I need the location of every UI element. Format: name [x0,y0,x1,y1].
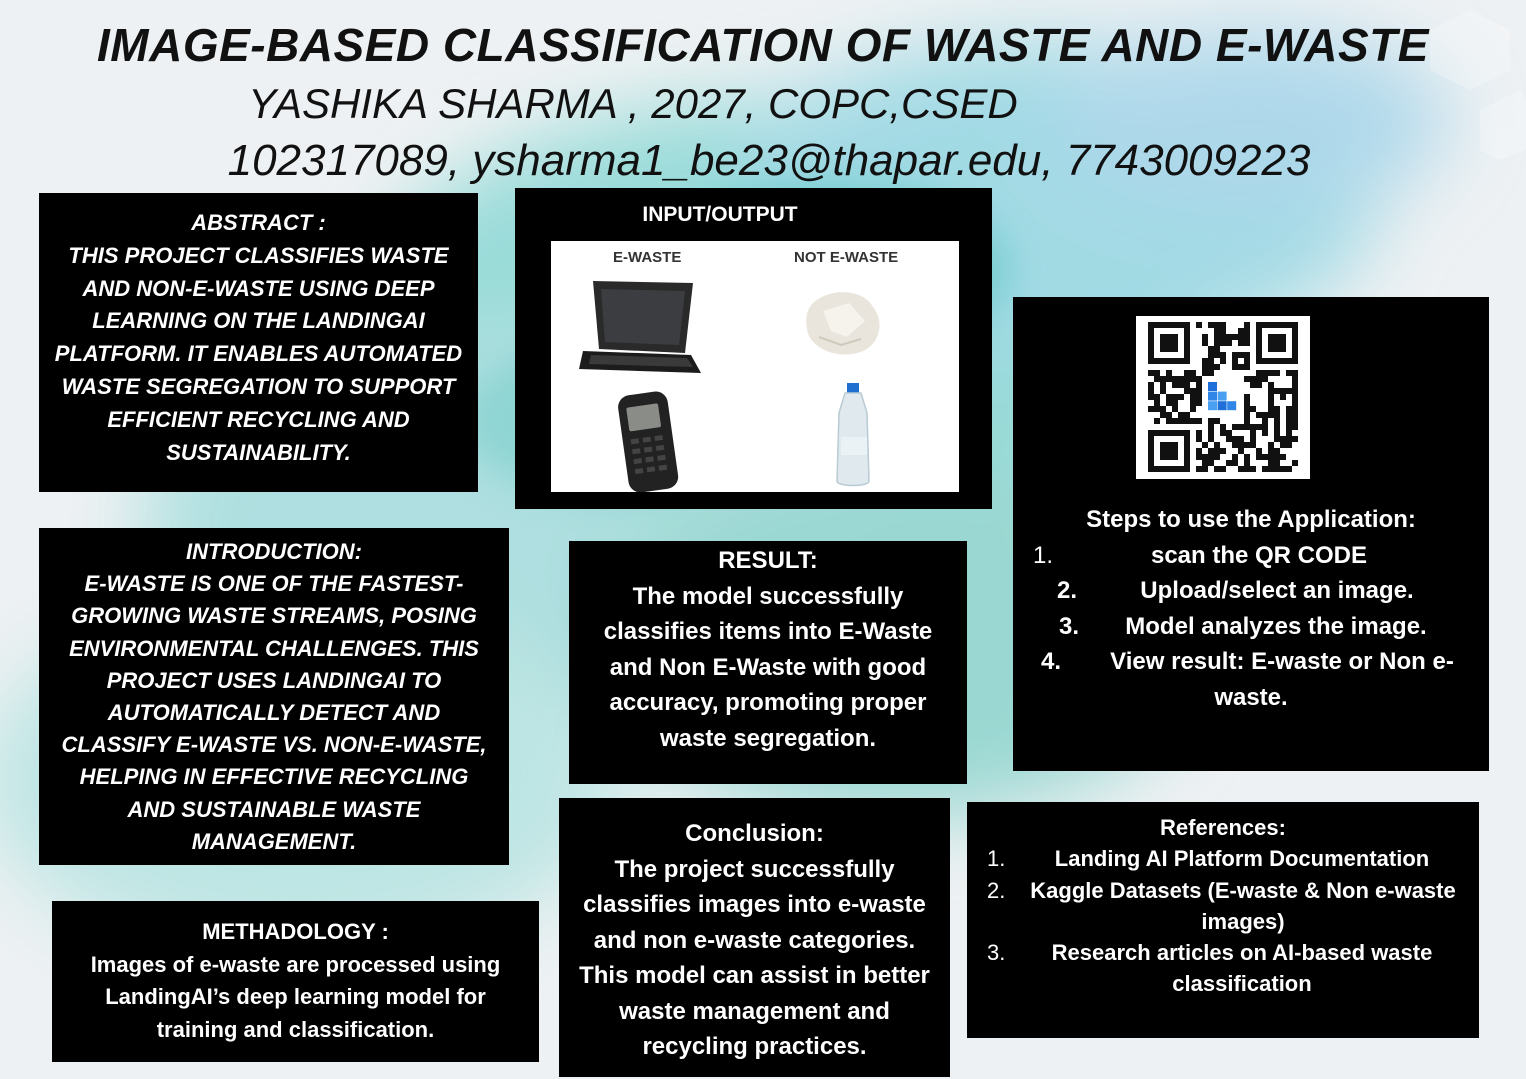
conclusion-line: recycling practices. [642,1033,867,1060]
result-heading: RESULT: [718,547,818,574]
introduction-line: GROWING WASTE STREAMS, POSING [71,603,477,629]
reference-text-continued: images) [1201,908,1285,934]
step-item: 4. View result: E-waste or Non e- [1013,644,1489,680]
not-ewaste-label: NOT E-WASTE [794,249,899,266]
abstract-line: PLATFORM. IT ENABLES AUTOMATED [54,341,463,367]
introduction-line: PROJECT USES LANDINGAI TO [106,667,442,693]
step-number: 4. [1041,648,1062,675]
methodology-line: training and classification. [156,1016,435,1042]
step-text: View result: E-waste or Non e- [1110,648,1454,675]
abstract-line: SUSTAINABILITY. [166,439,351,465]
step-item: 1. scan the QR CODE [1013,538,1489,574]
conclusion-panel: Conclusion: The project successfully cla… [559,798,950,1077]
introduction-line: AND SUSTAINABLE WASTE [127,796,421,822]
methodology-line: LandingAI’s deep learning model for [105,984,486,1009]
mobile-phone-icon [618,391,679,492]
result-line: and Non E-Waste with good [609,653,927,681]
abstract-line: EFFICIENT RECYCLING AND [107,406,410,432]
reference-number: 3. [987,940,1006,966]
introduction-heading: INTRODUCTION: [186,539,362,564]
step-item: 3. Model analyzes the image. [1013,609,1489,645]
abstract-panel: ABSTRACT : THIS PROJECT CLASSIFIES WASTE… [39,193,478,492]
input-output-image: E-WASTE NOT E-WASTE [551,241,959,492]
laptop-icon [579,281,701,373]
conclusion-line: classifies images into e-waste [583,891,926,918]
conclusion-heading: Conclusion: [685,820,824,847]
result-line: waste segregation. [659,724,877,752]
references-panel: References: 1. Landing AI Platform Docum… [967,802,1479,1038]
input-output-heading: INPUT/OUTPUT [642,203,798,226]
ewaste-label: E-WASTE [613,249,682,266]
reference-text: Landing AI Platform Documentation [1054,846,1430,872]
step-text: scan the QR CODE [1150,541,1368,569]
reference-item: 2. Kaggle Datasets (E-waste & Non e-wast… [967,875,1479,906]
step-number: 1. [1033,541,1054,569]
conclusion-line: and non e-waste categories. [593,926,916,954]
step-text: Model analyzes the image. [1125,612,1427,640]
introduction-panel: INTRODUCTION: E-WASTE IS ONE OF THE FAST… [39,528,509,865]
step-number: 3. [1059,612,1080,640]
introduction-line: ENVIRONMENTAL CHALLENGES. THIS [69,635,479,661]
introduction-line: AUTOMATICALLY DETECT AND [107,700,441,726]
references-heading: References: [1160,815,1286,840]
steps-heading: Steps to use the Application: [1086,506,1416,533]
abstract-line: THIS PROJECT CLASSIFIES WASTE [68,242,449,268]
contact-line: 102317089, ysharma1_be23@thapar.edu, 774… [227,136,1311,185]
introduction-line: HELPING IN EFFECTIVE RECYCLING [79,764,469,790]
result-line: classifies items into E-Waste [603,618,933,645]
step-item: 2. Upload/select an image. [1013,573,1489,609]
step-text-continued: waste. [1214,683,1288,711]
reference-number: 2. [987,877,1006,903]
conclusion-line: waste management and [619,997,890,1025]
waste-items-illustration [579,281,880,492]
abstract-line: AND NON-E-WASTE USING DEEP [82,275,435,301]
reference-text: Research articles on AI-based waste [1051,940,1433,966]
introduction-line: MANAGEMENT. [191,828,357,854]
abstract-heading: ABSTRACT : [191,210,326,235]
crumpled-paper-icon [806,292,880,355]
methodology-line: Images of e-waste are processed using [90,951,501,977]
abstract-line: WASTE SEGREGATION TO SUPPORT [61,373,456,399]
result-panel: RESULT: The model successfully classifie… [569,541,967,784]
step-number: 2. [1057,577,1078,604]
step-text: Upload/select an image. [1140,577,1414,604]
reference-item: 3. Research articles on AI-based waste [967,937,1479,968]
conclusion-line: This model can assist in better [579,962,930,989]
introduction-line: CLASSIFY E-WASTE VS. NON-E-WASTE, [61,732,487,758]
result-line: accuracy, promoting proper [609,689,927,716]
conclusion-line: The project successfully [614,855,895,883]
input-output-panel: INPUT/OUTPUT E-WASTE NOT E-WASTE [515,188,992,509]
result-line: The model successfully [632,582,904,610]
qr-code-icon [1148,322,1298,472]
reference-item: 1. Landing AI Platform Documentation [967,843,1479,874]
reference-number: 1. [987,846,1006,872]
methodology-heading: METHADOLOGY : [202,919,389,944]
plastic-bottle-icon [836,383,870,487]
poster-title: IMAGE-BASED CLASSIFICATION OF WASTE AND … [97,19,1429,71]
author-line: YASHIKA SHARMA , 2027, COPC,CSED [248,80,1018,127]
reference-text: Kaggle Datasets (E-waste & Non e-waste [1030,877,1456,903]
introduction-line: E-WASTE IS ONE OF THE FASTEST- [84,571,464,597]
reference-text-continued: classification [1172,971,1312,997]
steps-panel: Steps to use the Application: 1. scan th… [1013,297,1489,771]
methodology-panel: METHADOLOGY : Images of e-waste are proc… [52,901,539,1062]
abstract-line: LEARNING ON THE LANDINGAI [92,308,425,334]
qr-code[interactable] [1136,316,1310,479]
